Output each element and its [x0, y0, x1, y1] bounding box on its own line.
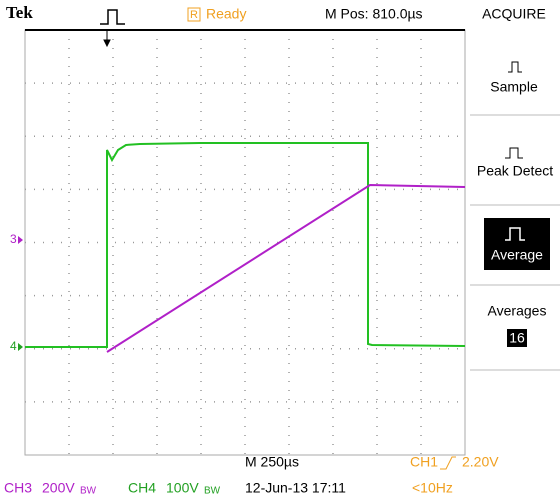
- brand: Tek: [6, 3, 33, 22]
- scope-screen: Tek R Ready M Pos: 810.0µs ACQUIRE Sampl…: [0, 0, 560, 500]
- ch4-scale: 100V: [166, 480, 199, 496]
- ch3-name: CH3: [4, 480, 32, 496]
- ch3-marker: 3: [10, 232, 17, 246]
- menu-averages[interactable]: Averages 16: [488, 303, 547, 347]
- graticule: [25, 30, 465, 455]
- menu-peak-detect[interactable]: Peak Detect: [477, 148, 553, 179]
- menu-value: 16: [509, 330, 525, 346]
- ch4-marker: 4: [10, 339, 17, 353]
- ch4-name: CH4: [128, 480, 156, 496]
- ch4-bw: BW: [204, 486, 221, 497]
- trigger-level: 2.20V: [462, 454, 499, 470]
- ch3-scale: 200V: [42, 480, 75, 496]
- ch3-trace: [107, 185, 465, 352]
- trigger-channel: CH1: [410, 454, 438, 470]
- icon: [505, 148, 523, 158]
- ch4-trace: [25, 143, 465, 347]
- status-icon: R: [190, 9, 198, 21]
- menu-title: ACQUIRE: [482, 6, 546, 22]
- status: Ready: [206, 6, 246, 22]
- frequency: <10Hz: [412, 480, 453, 496]
- menu-sample[interactable]: Sample: [490, 62, 538, 95]
- icon: [508, 62, 522, 72]
- position: M Pos: 810.0µs: [325, 6, 423, 22]
- timebase: M 250µs: [245, 454, 299, 470]
- menu-item: Averages: [488, 303, 547, 319]
- menu-average[interactable]: Average: [484, 218, 550, 270]
- menu-item: Average: [491, 247, 543, 263]
- ch3-bw: BW: [80, 486, 97, 497]
- trigger-icon: [100, 10, 125, 24]
- menu-item: Peak Detect: [477, 163, 553, 179]
- datetime: 12-Jun-13 17:11: [245, 480, 346, 496]
- menu-item: Sample: [490, 79, 538, 95]
- ch4-arrow: [18, 343, 23, 351]
- trigger-position: [104, 30, 110, 46]
- trigger-slope: [440, 457, 456, 469]
- ch3-arrow: [18, 236, 23, 244]
